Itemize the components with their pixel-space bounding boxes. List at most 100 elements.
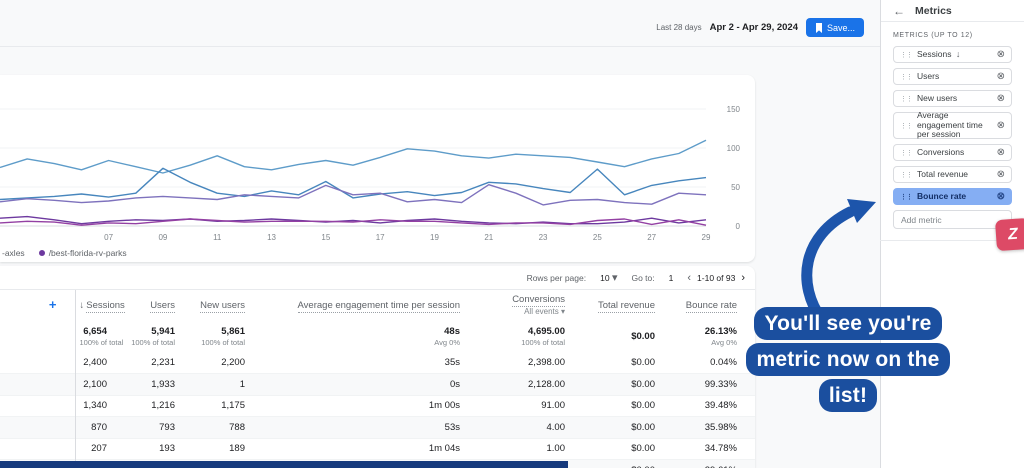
prev-page-icon[interactable]: ‹ bbox=[687, 271, 692, 284]
drag-handle-icon[interactable]: ⋮⋮ bbox=[900, 51, 913, 59]
metric-chip-sessions[interactable]: ⋮⋮ Sessions ↓ ⊗ bbox=[893, 46, 1012, 63]
column-header-sessions[interactable]: ↓ Sessions bbox=[75, 290, 125, 320]
drag-handle-icon[interactable]: ⋮⋮ bbox=[900, 122, 913, 130]
table-cell: 91.00 bbox=[541, 400, 565, 412]
metrics-section-label: METRICS (UP TO 12) bbox=[893, 32, 973, 39]
table-cell: $0.00 bbox=[583, 460, 673, 468]
totals-row: 6,654 100% of total 5,941 100% of total 5,86… bbox=[0, 320, 755, 352]
column-label: Users bbox=[150, 299, 175, 313]
metric-chip-label: Average engagement time per session bbox=[917, 109, 983, 140]
add-column-button[interactable]: + bbox=[48, 297, 57, 312]
table-cell: 1m 04s bbox=[428, 443, 460, 455]
table-row[interactable]: 2,100 1,933 1 0s 2,128.00 $0.00 99.33% bbox=[0, 373, 755, 395]
remove-metric-icon[interactable]: ⊗ bbox=[996, 169, 1005, 180]
metric-chip-conversions[interactable]: ⋮⋮ Conversions ⊗ bbox=[893, 144, 1012, 161]
remove-metric-icon[interactable]: ⊗ bbox=[996, 191, 1005, 202]
video-progress-bar bbox=[0, 461, 568, 468]
z-logo-badge: Z bbox=[994, 217, 1024, 252]
pager-range-text: 1-10 of 93 bbox=[697, 272, 736, 283]
totals-value: 4,695.00 bbox=[528, 325, 565, 337]
column-sub-filter[interactable]: All events ▾ bbox=[524, 307, 565, 316]
metric-chip-users[interactable]: ⋮⋮ Users ⊗ bbox=[893, 68, 1012, 85]
remove-metric-icon[interactable]: ⊗ bbox=[996, 147, 1005, 158]
column-header-new-users[interactable]: New users bbox=[193, 290, 263, 320]
totals-subtext: 100% of total bbox=[79, 337, 124, 347]
go-to-input[interactable]: 1 bbox=[668, 272, 674, 283]
table-cell: 189 bbox=[229, 443, 245, 455]
totals-value: 48s bbox=[444, 325, 460, 337]
table-cell: 35.98% bbox=[704, 421, 737, 433]
rows-per-page-select[interactable]: 10 ▾ bbox=[600, 271, 617, 284]
metrics-table: + ↓ Sessions Users New users Average engagem… bbox=[0, 290, 755, 468]
callout-text: metric now on the bbox=[746, 343, 950, 376]
row-label-cell bbox=[0, 395, 76, 417]
drag-handle-icon[interactable]: ⋮⋮ bbox=[900, 193, 913, 201]
x-axis-tick: 13 bbox=[267, 233, 276, 242]
drag-handle-icon[interactable]: ⋮⋮ bbox=[900, 171, 913, 179]
back-arrow-icon[interactable]: ← bbox=[893, 3, 905, 18]
sidebar-divider bbox=[880, 240, 1024, 241]
remove-metric-icon[interactable]: ⊗ bbox=[996, 71, 1005, 82]
bookmark-icon bbox=[815, 22, 822, 33]
table-cell: $0.00 bbox=[631, 400, 655, 412]
date-range-preset-label: Last 28 days bbox=[656, 23, 702, 32]
row-label-cell bbox=[0, 352, 76, 374]
metric-chip-new-users[interactable]: ⋮⋮ New users ⊗ bbox=[893, 90, 1012, 107]
metric-chip-label: New users bbox=[917, 92, 958, 103]
column-header-average-engagement-time-per-session[interactable]: Average engagement time per session bbox=[263, 290, 478, 320]
column-header-users[interactable]: Users bbox=[125, 290, 193, 320]
date-range-value[interactable]: Apr 2 - Apr 29, 2024 bbox=[709, 22, 798, 33]
legend-dot-icon bbox=[38, 250, 45, 256]
table-cell: 1m 00s bbox=[428, 400, 460, 412]
metric-chip-average-engagement-time-per-session[interactable]: ⋮⋮ Average engagement time per session ⊗ bbox=[893, 109, 1012, 140]
metric-chip-total-revenue[interactable]: ⋮⋮ Total revenue ⊗ bbox=[893, 166, 1012, 183]
remove-metric-icon[interactable]: ⊗ bbox=[996, 93, 1005, 104]
add-metric-input[interactable]: Add metric bbox=[893, 210, 1012, 229]
table-cell: 788 bbox=[229, 421, 245, 433]
column-label: Sessions bbox=[86, 299, 125, 313]
metric-chip-label: Total revenue bbox=[917, 168, 969, 179]
chart-series-page-c bbox=[0, 183, 707, 206]
table-cell: 1.00 bbox=[546, 443, 566, 455]
table-cell: 35s bbox=[444, 357, 460, 368]
table-cell: 0.04% bbox=[710, 357, 737, 368]
table-cell: 4.00 bbox=[546, 421, 566, 433]
dimension-header-cell: + bbox=[0, 290, 76, 320]
x-axis-tick: 21 bbox=[484, 233, 494, 242]
column-header-total-revenue[interactable]: Total revenue bbox=[583, 290, 673, 320]
drag-handle-icon[interactable]: ⋮⋮ bbox=[900, 149, 913, 157]
chart-legend: -axles/best-florida-rv-parks bbox=[2, 248, 127, 258]
x-axis-tick: 11 bbox=[213, 233, 222, 242]
callout-text: list! bbox=[818, 379, 878, 412]
column-header-conversions[interactable]: Conversions All events ▾ bbox=[478, 290, 583, 320]
column-header-bounce-rate[interactable]: Bounce rate bbox=[673, 290, 755, 320]
y-axis-tick: 150 bbox=[726, 105, 740, 114]
table-row[interactable]: 1,340 1,216 1,175 1m 00s 91.00 $0.00 39.48% bbox=[0, 395, 755, 417]
legend-label: /best-florida-rv-parks bbox=[48, 248, 127, 258]
line-chart[interactable] bbox=[0, 78, 710, 236]
table-row[interactable]: 207 193 189 1m 04s 1.00 $0.00 34.78% bbox=[0, 438, 755, 460]
totals-value: 6,654 bbox=[83, 325, 107, 337]
remove-metric-icon[interactable]: ⊗ bbox=[996, 120, 1005, 131]
table-cell: 0s bbox=[449, 378, 460, 390]
drag-handle-icon[interactable]: ⋮⋮ bbox=[900, 73, 913, 81]
table-cell: 207 bbox=[91, 443, 107, 455]
totals-subtext: 100% of total bbox=[521, 337, 565, 347]
remove-metric-icon[interactable]: ⊗ bbox=[996, 49, 1005, 60]
table-cell: 2,100 bbox=[83, 378, 107, 390]
y-axis-tick: 0 bbox=[735, 222, 740, 231]
save-button-label: Save... bbox=[826, 22, 855, 33]
table-row[interactable]: 2,400 2,231 2,200 35s 2,398.00 $0.00 0.04% bbox=[0, 352, 755, 374]
topbar-controls: Last 28 days Apr 2 - Apr 29, 2024 Save..… bbox=[0, 18, 864, 37]
drag-handle-icon[interactable]: ⋮⋮ bbox=[900, 95, 913, 103]
next-page-icon[interactable]: › bbox=[741, 271, 745, 284]
metric-chip-bounce-rate[interactable]: ⋮⋮ Bounce rate ⊗ bbox=[893, 188, 1012, 205]
sidebar-title: Metrics bbox=[915, 4, 952, 17]
totals-subtext: 100% of total bbox=[131, 337, 175, 347]
metric-chip-label: Conversions bbox=[917, 146, 965, 157]
save-button[interactable]: Save... bbox=[805, 18, 864, 37]
table-cell: 53s bbox=[444, 421, 460, 433]
table-row[interactable]: 870 793 788 53s 4.00 $0.00 35.98% bbox=[0, 416, 755, 438]
metrics-section: METRICS (UP TO 12) ⋮⋮ Sessions ↓ ⊗ ⋮⋮ Users ⊗… bbox=[881, 22, 1024, 229]
table-header-row: + ↓ Sessions Users New users Average engagem… bbox=[0, 290, 755, 320]
